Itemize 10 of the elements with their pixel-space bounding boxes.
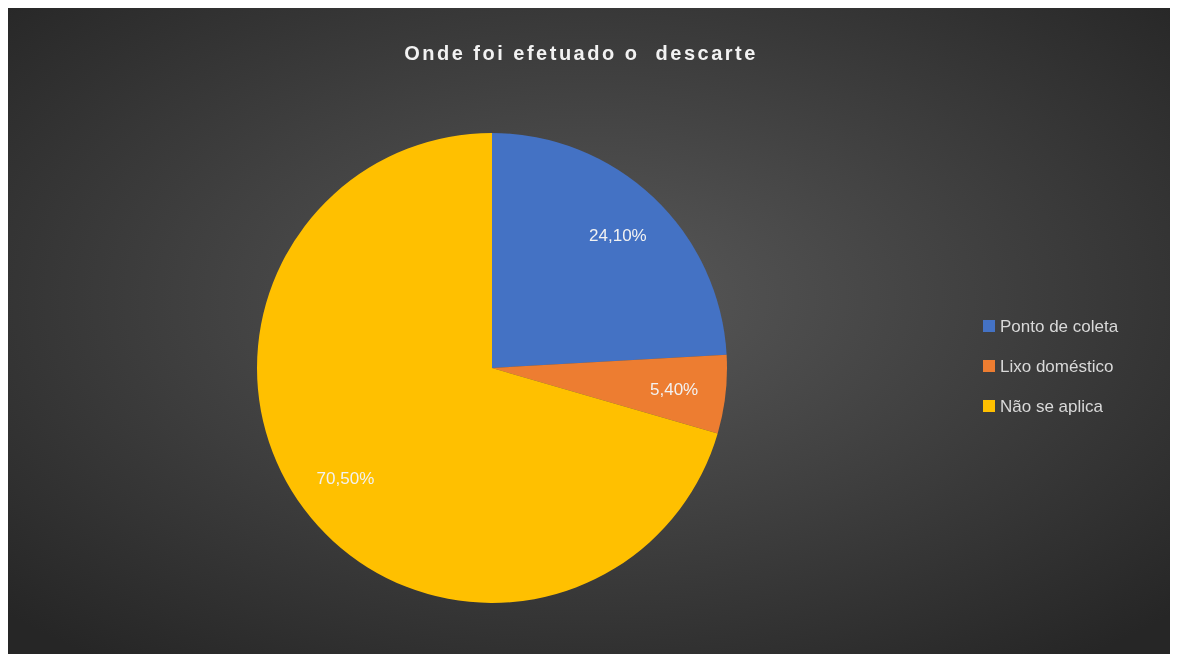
data-label: 5,40% bbox=[650, 379, 699, 399]
pie-slice bbox=[492, 133, 727, 368]
data-label: 70,50% bbox=[316, 469, 375, 489]
pie-slice bbox=[257, 133, 718, 603]
legend-label: Não se aplica bbox=[1000, 396, 1104, 416]
pie-slice bbox=[492, 354, 727, 434]
chart-title: Onde foi efetuado o descarte bbox=[404, 42, 758, 64]
data-label: 24,10% bbox=[589, 225, 647, 245]
legend-label: Lixo doméstico bbox=[1000, 356, 1114, 376]
legend-label: Ponto de coleta bbox=[1000, 316, 1119, 336]
